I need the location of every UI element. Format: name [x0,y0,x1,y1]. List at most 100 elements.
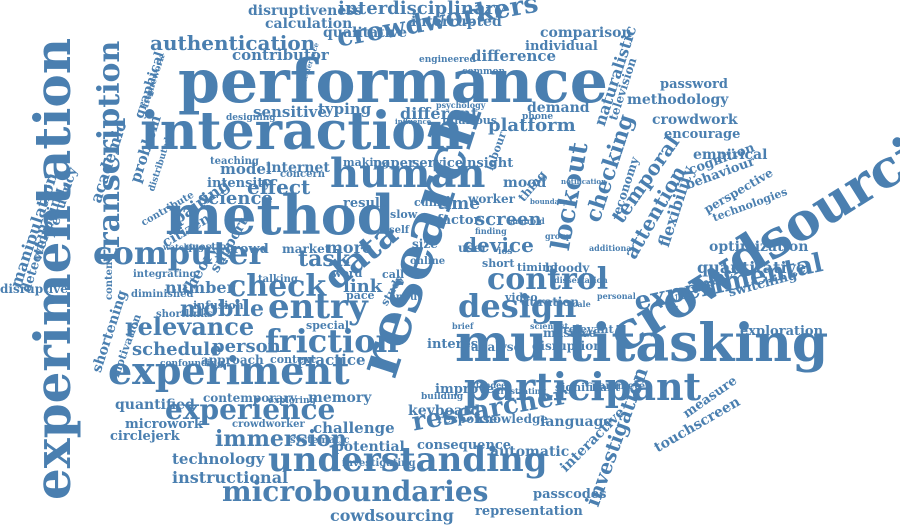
cloud-word-crowd: crowd [225,242,269,257]
cloud-word-influence: influence [395,117,432,126]
cloud-word-time: time [437,194,481,214]
cloud-word-quantitative: quantitative [697,258,806,277]
cloud-word-microboundaries: microboundaries [222,475,489,508]
cloud-word-input: input [392,292,422,303]
cloud-word-phone: phone [522,112,554,122]
cloud-word-bloody: bloody [545,261,590,275]
cloud-word-word: word [332,267,363,280]
cloud-word-market: market [282,242,331,256]
cloud-word-finding: finding [475,226,507,236]
cloud-word-talking: talking [258,274,298,285]
cloud-word-exploration: exploration [740,324,824,339]
cloud-word-significant: significant [555,381,621,394]
cloud-word-engineered: engineered [419,55,476,65]
cloud-word-technology: technology [172,450,265,468]
cloud-word-psychology: psychology [436,100,486,110]
cloud-word-potential: potential [334,439,405,455]
cloud-word-exploring: exploring [268,396,316,406]
cloud-word-content: content [104,257,115,300]
cloud-word-making: making [343,156,390,169]
cloud-word-insight: insight [462,156,514,171]
cloud-word-android: android [510,216,545,226]
cloud-word-model: model [220,160,272,178]
cloud-word-boundary: boundary [530,197,567,206]
cloud-word-friction: friction [265,322,399,360]
cloud-word-internet: internet [266,160,330,176]
cloud-word-qualitative: qualitative [323,25,408,41]
cloud-word-passcodes: passcodes [533,487,607,502]
cloud-word-individual: individual [525,39,598,54]
cloud-word-pace: pace [346,289,375,302]
cloud-word-personal: personal [597,291,636,301]
cloud-word-confounding: confounding [160,359,224,369]
cloud-word-factor: factor [437,213,481,228]
cloud-word-interaction: interaction [140,101,464,162]
cloud-word-intensity: intensity [207,176,271,191]
cloud-word-multitasking: multitasking [455,313,829,374]
cloud-word-control: control [487,262,609,297]
cloud-word-disruption: disruption [532,339,602,353]
cloud-word-microwork: microwork [125,417,203,432]
cloud-word-calculation: calculation [265,16,353,32]
cloud-word-consequence: consequence [417,438,512,453]
cloud-word-short: short [482,257,515,270]
cloud-word-brief: brief [452,321,474,331]
cloud-word-shortlinks: shortlinks [156,309,213,320]
cloud-word-investigating: investigating [342,458,416,469]
cloud-word-knowledge: knowledge [476,412,548,426]
cloud-word-concern: concern [280,169,326,180]
cloud-word-methodology: methodology [627,92,729,108]
cloud-word-platform: platform [488,115,576,136]
cloud-word-demand: demand [527,100,590,116]
cloud-word-integrating: integrating [133,269,197,280]
cloud-word-contributor: contributor [232,46,329,64]
cloud-word-systematic: systematic [290,435,350,446]
cloud-word-mood: mood [503,175,547,191]
cloud-word-building: building [421,392,464,402]
cloud-word-task: task [298,246,351,272]
cloud-word-additional: additional [589,243,635,253]
cloud-word-paper: paper [373,156,415,171]
cloud-word-experiment: experiment [108,348,350,393]
cloud-word-method: method [165,183,395,247]
cloud-word-analyse: analyse [471,340,522,354]
cloud-word-duration: duration [521,295,580,309]
cloud-word-password: password [660,77,728,92]
cloud-word-immersion: immersion [215,426,347,452]
cloud-word-scientist: scientist [530,321,569,331]
cloud-word-diminished: diminished [131,289,194,300]
cloud-word-improve: improve [435,382,495,397]
cloud-word-group: group [545,231,572,241]
cloud-word-entry: entry [268,287,368,327]
cloud-word-encourage: encourage [664,127,741,142]
cloud-word-parameter: parameter [592,381,651,392]
cloud-word-notification: notification [561,177,607,186]
cloud-word-typing: typing [318,100,372,118]
cloud-word-design: design [458,287,577,325]
cloud-word-user: user [458,241,488,255]
cloud-word-more: more [326,238,373,257]
cloud-word-number: number [165,278,235,297]
cloud-word-relevance: relevance [125,312,255,341]
cloud-word-video: video [505,291,538,304]
cloud-word-interest: interest [427,337,485,352]
cloud-word-cuing: cuing [414,196,449,209]
cloud-word-question: question [185,242,234,253]
cloud-word-challenge: challenge [313,419,395,437]
cloud-word-attendee: attendee [467,380,507,390]
cloud-word-scale: scale [568,299,591,309]
cloud-word-automatic: automatic [490,444,570,460]
cloud-word-crowdworker: crowdworker [232,419,305,430]
cloud-word-device: device [463,233,534,257]
cloud-word-crowdwork: crowdwork [652,112,738,128]
cloud-word-language: language [540,414,613,430]
cloud-word-performance: performance [178,47,608,117]
cloud-word-mobile: mobile [180,296,265,322]
cloud-word-empirical: empirical [693,147,768,163]
cloud-word-link: link [343,276,383,297]
cloud-word-keyboard: keyboard [408,403,481,419]
cloud-word-cowdsourcing: cowdsourcing [330,506,454,525]
cloud-word-instructional: instructional [172,468,289,487]
cloud-word-dissertation: dissertation [554,275,608,285]
cloud-word-sensitive: sensitive [253,103,327,121]
